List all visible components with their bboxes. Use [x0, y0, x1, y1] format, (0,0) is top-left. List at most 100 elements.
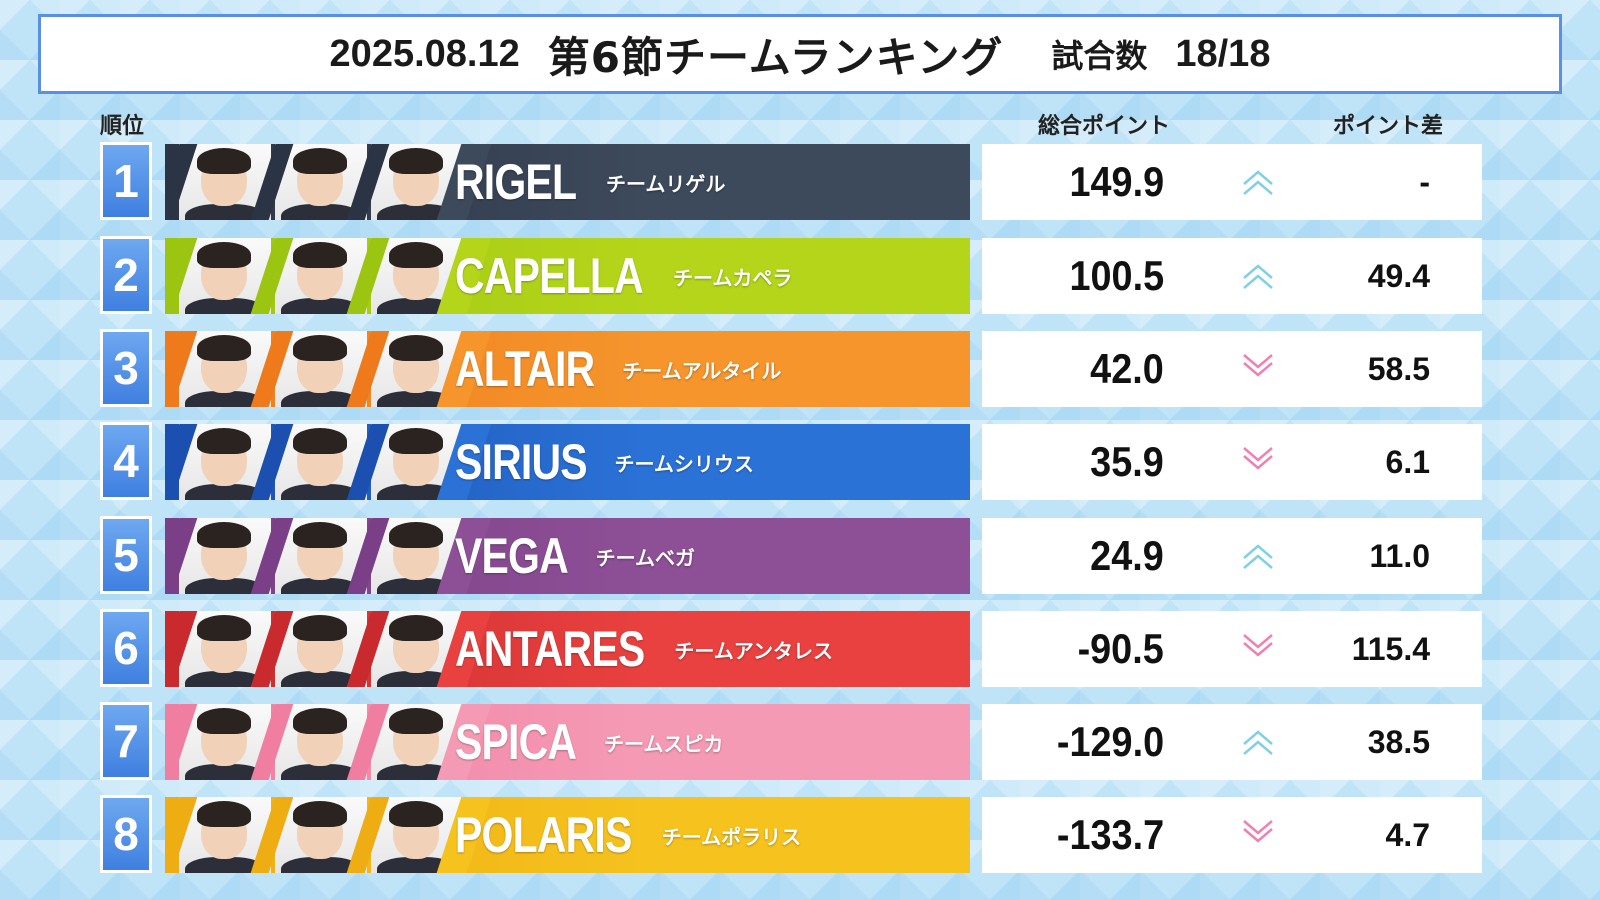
- team-banner: RIGEL チームリゲル: [165, 144, 970, 220]
- team-name-jp: チームスピカ: [604, 731, 724, 756]
- score-panel: 42.0 58.5: [982, 331, 1482, 407]
- team-banner: ALTAIR チームアルタイル: [165, 331, 970, 407]
- team-name-jp: チームアンタレス: [674, 638, 833, 663]
- player-photo: [371, 797, 463, 873]
- rank-badge: 3: [100, 329, 152, 407]
- score-panel: 35.9 6.1: [982, 424, 1482, 500]
- column-header-total: 総合ポイント: [1038, 114, 1171, 139]
- team-name-en: CAPELLA: [455, 248, 644, 304]
- team-banner: ANTARES チームアンタレス: [165, 611, 970, 687]
- team-name-jp: チームポラリス: [661, 824, 802, 849]
- player-photo: [275, 144, 367, 220]
- total-points: 24.9: [1090, 532, 1164, 579]
- team-name-jp: チームカペラ: [672, 265, 793, 290]
- point-diff: -: [1419, 164, 1430, 200]
- player-photo: [179, 704, 271, 780]
- team-banner: SPICA チームスピカ: [165, 704, 970, 780]
- games-value: 18/18: [1175, 32, 1271, 75]
- ranking-row: 7 SPICA チームスピカ -129.0 38.5: [100, 702, 1482, 780]
- score-panel: -90.5 115.4: [982, 611, 1482, 687]
- team-name-area: ANTARES チームアンタレス: [455, 611, 970, 687]
- point-diff: 49.4: [1367, 258, 1430, 294]
- point-diff: 4.7: [1385, 817, 1430, 853]
- ranking-row: 1 RIGEL チームリゲル 149.9 -: [100, 142, 1482, 220]
- team-name-area: VEGA チームベガ: [455, 518, 970, 594]
- column-header-rank: 順位: [100, 114, 145, 139]
- team-name-area: RIGEL チームリゲル: [455, 144, 970, 220]
- trend-down-icon: [1243, 447, 1273, 470]
- team-name-en: ALTAIR: [455, 341, 595, 397]
- rank-badge: 7: [100, 702, 152, 780]
- rank-badge: 4: [100, 422, 152, 500]
- team-banner: SIRIUS チームシリウス: [165, 424, 970, 500]
- score-panel: 149.9 -: [982, 144, 1482, 220]
- point-diff: 115.4: [1351, 631, 1430, 667]
- team-banner: POLARIS チームポラリス: [165, 797, 970, 873]
- ranking-row: 8 POLARIS チームポラリス -133.7 4.7: [100, 795, 1482, 873]
- score-panel: 100.5 49.4: [982, 238, 1482, 314]
- trend-up-icon: [1243, 264, 1273, 289]
- team-name-area: ALTAIR チームアルタイル: [455, 331, 970, 407]
- team-name-area: SPICA チームスピカ: [455, 704, 970, 780]
- total-points: 42.0: [1090, 345, 1164, 392]
- trend-down-icon: [1243, 820, 1273, 843]
- player-photo: [275, 424, 367, 500]
- total-points: 149.9: [1069, 158, 1164, 205]
- point-diff: 38.5: [1367, 724, 1430, 760]
- team-name-en: SIRIUS: [455, 434, 588, 490]
- team-name-area: SIRIUS チームシリウス: [455, 424, 970, 500]
- score-panel: -133.7 4.7: [982, 797, 1482, 873]
- player-photo: [371, 424, 463, 500]
- player-photo: [275, 238, 367, 314]
- page-title: 第6節チームランキング: [547, 32, 1004, 82]
- player-photo: [275, 331, 367, 407]
- column-header-diff: ポイント差: [1333, 114, 1444, 139]
- team-name-en: VEGA: [455, 528, 569, 584]
- team-name-jp: チームベガ: [595, 545, 696, 570]
- trend-up-icon: [1243, 170, 1273, 195]
- player-photo: [179, 424, 271, 500]
- team-banner: CAPELLA チームカペラ: [165, 238, 970, 314]
- ranking-row: 3 ALTAIR チームアルタイル 42.0 58.5: [100, 329, 1482, 407]
- team-name-en: SPICA: [455, 714, 577, 770]
- trend-up-icon: [1243, 544, 1273, 569]
- player-photo: [275, 518, 367, 594]
- score-panel: -129.0 38.5: [982, 704, 1482, 780]
- player-photo: [275, 797, 367, 873]
- total-points: 35.9: [1090, 438, 1164, 485]
- team-name-jp: チームリゲル: [605, 171, 726, 196]
- team-name-area: CAPELLA チームカペラ: [455, 238, 970, 314]
- team-banner: VEGA チームベガ: [165, 518, 970, 594]
- rank-badge: 6: [100, 609, 152, 687]
- team-name-jp: チームアルタイル: [622, 358, 782, 383]
- team-name-en: POLARIS: [455, 807, 632, 863]
- rank-badge: 2: [100, 236, 152, 314]
- total-points: -129.0: [1056, 718, 1164, 765]
- point-diff: 11.0: [1369, 538, 1430, 574]
- ranking-row: 4 SIRIUS チームシリウス 35.9 6.1: [100, 422, 1482, 500]
- player-photo: [371, 144, 463, 220]
- rank-badge: 1: [100, 142, 152, 220]
- total-points: 100.5: [1069, 252, 1164, 299]
- team-name-en: ANTARES: [455, 621, 645, 677]
- ranking-row: 5 VEGA チームベガ 24.9 11.0: [100, 516, 1482, 594]
- title-bar: 2025.08.12 第6節チームランキング 試合数 18/18: [38, 14, 1562, 94]
- player-photo: [371, 238, 463, 314]
- team-name-en: RIGEL: [455, 154, 577, 210]
- trend-up-icon: [1243, 730, 1273, 755]
- trend-down-icon: [1243, 354, 1273, 377]
- team-name-jp: チームシリウス: [614, 451, 754, 476]
- games-label: 試合数: [1051, 37, 1148, 75]
- ranking-row: 6 ANTARES チームアンタレス -90.5 115.4: [100, 609, 1482, 687]
- title-date: 2025.08.12: [329, 32, 520, 75]
- rank-badge: 8: [100, 795, 152, 873]
- point-diff: 6.1: [1385, 444, 1430, 480]
- total-points: -133.7: [1056, 811, 1164, 858]
- trend-down-icon: [1243, 634, 1273, 657]
- team-name-area: POLARIS チームポラリス: [455, 797, 970, 873]
- ranking-row: 2 CAPELLA チームカペラ 100.5 49.4: [100, 236, 1482, 314]
- total-points: -90.5: [1077, 625, 1164, 672]
- rank-badge: 5: [100, 516, 152, 594]
- score-panel: 24.9 11.0: [982, 518, 1482, 594]
- point-diff: 58.5: [1367, 351, 1430, 387]
